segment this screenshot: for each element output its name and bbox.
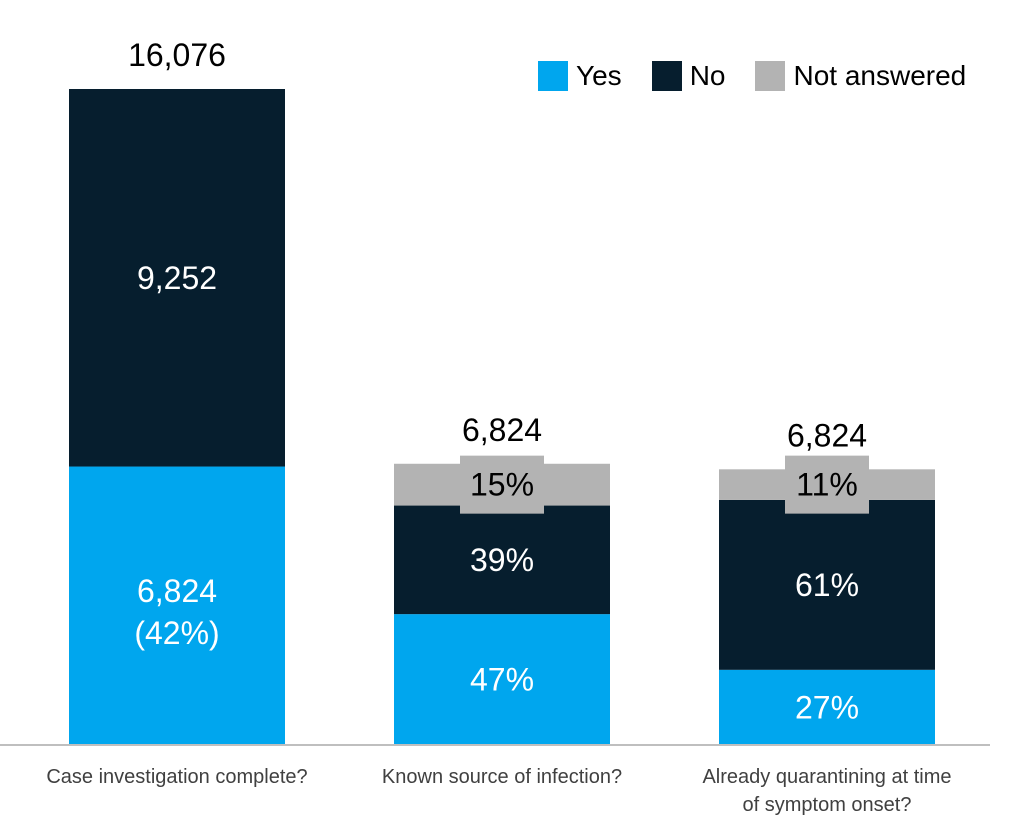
legend-item-no: No — [651, 60, 726, 92]
bar-segment-yes — [69, 466, 285, 745]
data-label-background — [460, 455, 544, 514]
data-label: 11% — [796, 467, 858, 503]
data-label: 47% — [470, 662, 534, 698]
legend-item-yes: Yes — [538, 60, 622, 92]
category-label: of symptom onset? — [743, 794, 912, 815]
legend-swatch-no — [651, 61, 682, 91]
total-label: 6,824 — [787, 417, 867, 453]
category-label: Already quarantining at time — [702, 766, 951, 788]
legend-label-not-answered: Not answered — [793, 60, 967, 91]
legend-label-yes: Yes — [576, 60, 622, 91]
data-label: (42%) — [134, 615, 219, 651]
legend-item-not-answered: Not answered — [755, 60, 966, 92]
data-label: 9,252 — [137, 260, 217, 296]
data-label: 6,824 — [137, 573, 217, 609]
category-label: Case investigation complete? — [46, 766, 307, 788]
data-label: 61% — [795, 567, 859, 603]
total-label: 6,824 — [462, 412, 542, 448]
legend-swatch-yes — [538, 61, 568, 91]
total-label: 16,076 — [128, 37, 226, 73]
bar-segment-no — [394, 505, 610, 615]
data-label: 27% — [795, 689, 859, 725]
legend: Yes No Not answered — [538, 60, 966, 92]
category-label: Known source of infection? — [382, 766, 622, 788]
bar-segment-no — [69, 89, 285, 467]
legend-label-no: No — [689, 60, 726, 91]
bar-segment-yes — [394, 614, 610, 745]
bar-segment-no — [719, 499, 935, 670]
data-label: 39% — [470, 542, 534, 578]
data-label-background — [785, 455, 869, 514]
legend-swatch-not-answered — [755, 61, 786, 91]
data-label: 15% — [470, 467, 534, 503]
bar-segment-yes — [719, 669, 935, 745]
